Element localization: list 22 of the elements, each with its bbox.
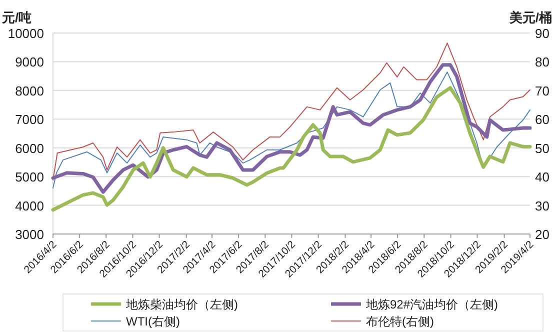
y2-tick-label: 60 — [535, 112, 550, 128]
legend-label: 地炼柴油均价（左侧) — [125, 298, 238, 312]
legend-label: 地炼92#汽油均价（左侧) — [365, 298, 498, 312]
y-tick-label: 9000 — [15, 54, 44, 70]
legend-label: 布伦特(右侧) — [366, 314, 434, 328]
y-axis-title: 元/吨 — [1, 10, 32, 25]
y2-tick-label: 70 — [535, 83, 550, 98]
y2-axis-title: 美元/桶 — [508, 10, 552, 25]
legend-label: WTI(右侧) — [126, 314, 180, 328]
y-tick-label: 3000 — [15, 227, 44, 242]
y2-tick-label: 50 — [535, 140, 550, 156]
y2-tick-label: 30 — [535, 198, 550, 214]
y2-tick-label: 40 — [535, 170, 550, 185]
y-tick-label: 10000 — [8, 26, 44, 41]
y-tick-label: 5000 — [15, 170, 44, 185]
y-tick-label: 7000 — [15, 112, 44, 128]
y2-tick-label: 90 — [535, 26, 550, 41]
y2-tick-label: 20 — [535, 227, 550, 242]
y-tick-label: 8000 — [15, 83, 44, 98]
y2-tick-label: 80 — [535, 54, 550, 70]
y-tick-label: 4000 — [15, 198, 44, 214]
y-tick-label: 6000 — [15, 140, 44, 156]
